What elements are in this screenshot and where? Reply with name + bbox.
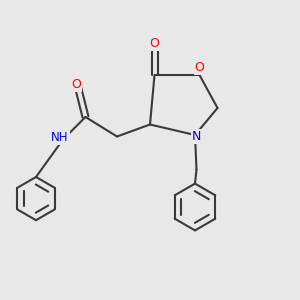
Text: NH: NH — [51, 130, 69, 144]
Text: O: O — [195, 61, 204, 74]
Text: N: N — [192, 130, 201, 143]
Text: O: O — [72, 77, 81, 91]
Text: O: O — [150, 37, 159, 50]
